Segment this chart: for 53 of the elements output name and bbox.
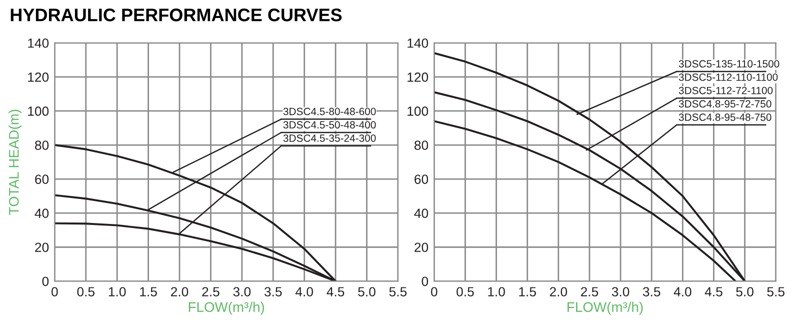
x-tick-label: 3.5 bbox=[642, 287, 660, 296]
x-tick-label: 5.5 bbox=[767, 287, 784, 296]
x-tick-label: 0.5 bbox=[456, 287, 474, 296]
x-tick-label: 0.5 bbox=[77, 287, 94, 296]
y-tick-label: 140 bbox=[408, 38, 428, 48]
y-tick-label: 80 bbox=[35, 140, 49, 150]
y-tick-label: 120 bbox=[408, 72, 428, 82]
x-tick-label: 4.0 bbox=[674, 287, 692, 296]
annotation: 3DSC4.5-80-48-600 bbox=[283, 108, 376, 116]
x-tick-label: 2.0 bbox=[550, 287, 568, 296]
annotation: 3DSC5-112-72-1100 bbox=[678, 86, 773, 94]
x-tick-label: 5.5 bbox=[389, 287, 407, 296]
y-tick-label: 20 bbox=[35, 242, 49, 252]
line-series bbox=[434, 120, 736, 282]
annotation: 3DSC4.8-95-48-750 bbox=[678, 114, 772, 121]
x-tick-label: 0 bbox=[52, 287, 58, 296]
x-tick-label: 3.0 bbox=[612, 287, 630, 296]
x-tick-label: 2.5 bbox=[580, 287, 598, 296]
x-tick-label: 1.0 bbox=[108, 287, 126, 296]
y-tick-label: 0 bbox=[422, 276, 428, 286]
annotation: 3DSC5-135-110-1500 bbox=[678, 60, 780, 68]
y-tick-label: 100 bbox=[28, 106, 49, 116]
x-tick-label: 5.0 bbox=[736, 287, 754, 296]
y-tick-label: 140 bbox=[28, 38, 49, 48]
x-tick-label: 1.5 bbox=[140, 287, 157, 296]
y-tick-label: 80 bbox=[414, 140, 428, 150]
y-tick-label: 0 bbox=[42, 276, 49, 286]
y-axis-title: TOTAL HEAD(m) bbox=[8, 110, 22, 215]
x-tick-label: 3.5 bbox=[264, 287, 282, 296]
y-tick-label: 60 bbox=[414, 174, 428, 184]
x-tick-label: 3.0 bbox=[233, 287, 251, 296]
x-tick-label: 4.5 bbox=[704, 287, 722, 296]
annotation: 3DSC5-112-110-1100 bbox=[678, 73, 778, 81]
x-axis-title: FLOW(m³/h) bbox=[188, 302, 264, 315]
x-tick-label: 1.5 bbox=[519, 287, 536, 296]
y-tick-label: 120 bbox=[28, 72, 49, 82]
x-tick-label: 1.0 bbox=[488, 287, 505, 296]
x-tick-label: 4.0 bbox=[295, 287, 314, 296]
y-tick-label: 100 bbox=[408, 106, 428, 116]
y-tick-label: 60 bbox=[35, 174, 49, 184]
x-tick-label: 5.0 bbox=[358, 287, 376, 296]
x-tick-label: 0 bbox=[431, 287, 438, 296]
y-tick-label: 40 bbox=[34, 208, 49, 218]
y-tick-label: 40 bbox=[414, 208, 428, 218]
x-tick-label: 4.5 bbox=[326, 287, 344, 296]
chart-title: HYDRAULIC PERFORMANCE CURVES bbox=[10, 8, 342, 22]
y-tick-label: 20 bbox=[414, 242, 428, 252]
x-tick-label: 2.5 bbox=[202, 287, 220, 296]
annotation: 3DSC4.5-50-48-400 bbox=[283, 121, 376, 129]
annotation: 3DSC4.5-35-24-300 bbox=[283, 134, 376, 142]
annotation: 3DSC4.8-95-72-750 bbox=[678, 100, 772, 108]
x-tick-label: 2.0 bbox=[171, 287, 188, 296]
x-axis-title: FLOW(m³/h) bbox=[568, 302, 643, 315]
